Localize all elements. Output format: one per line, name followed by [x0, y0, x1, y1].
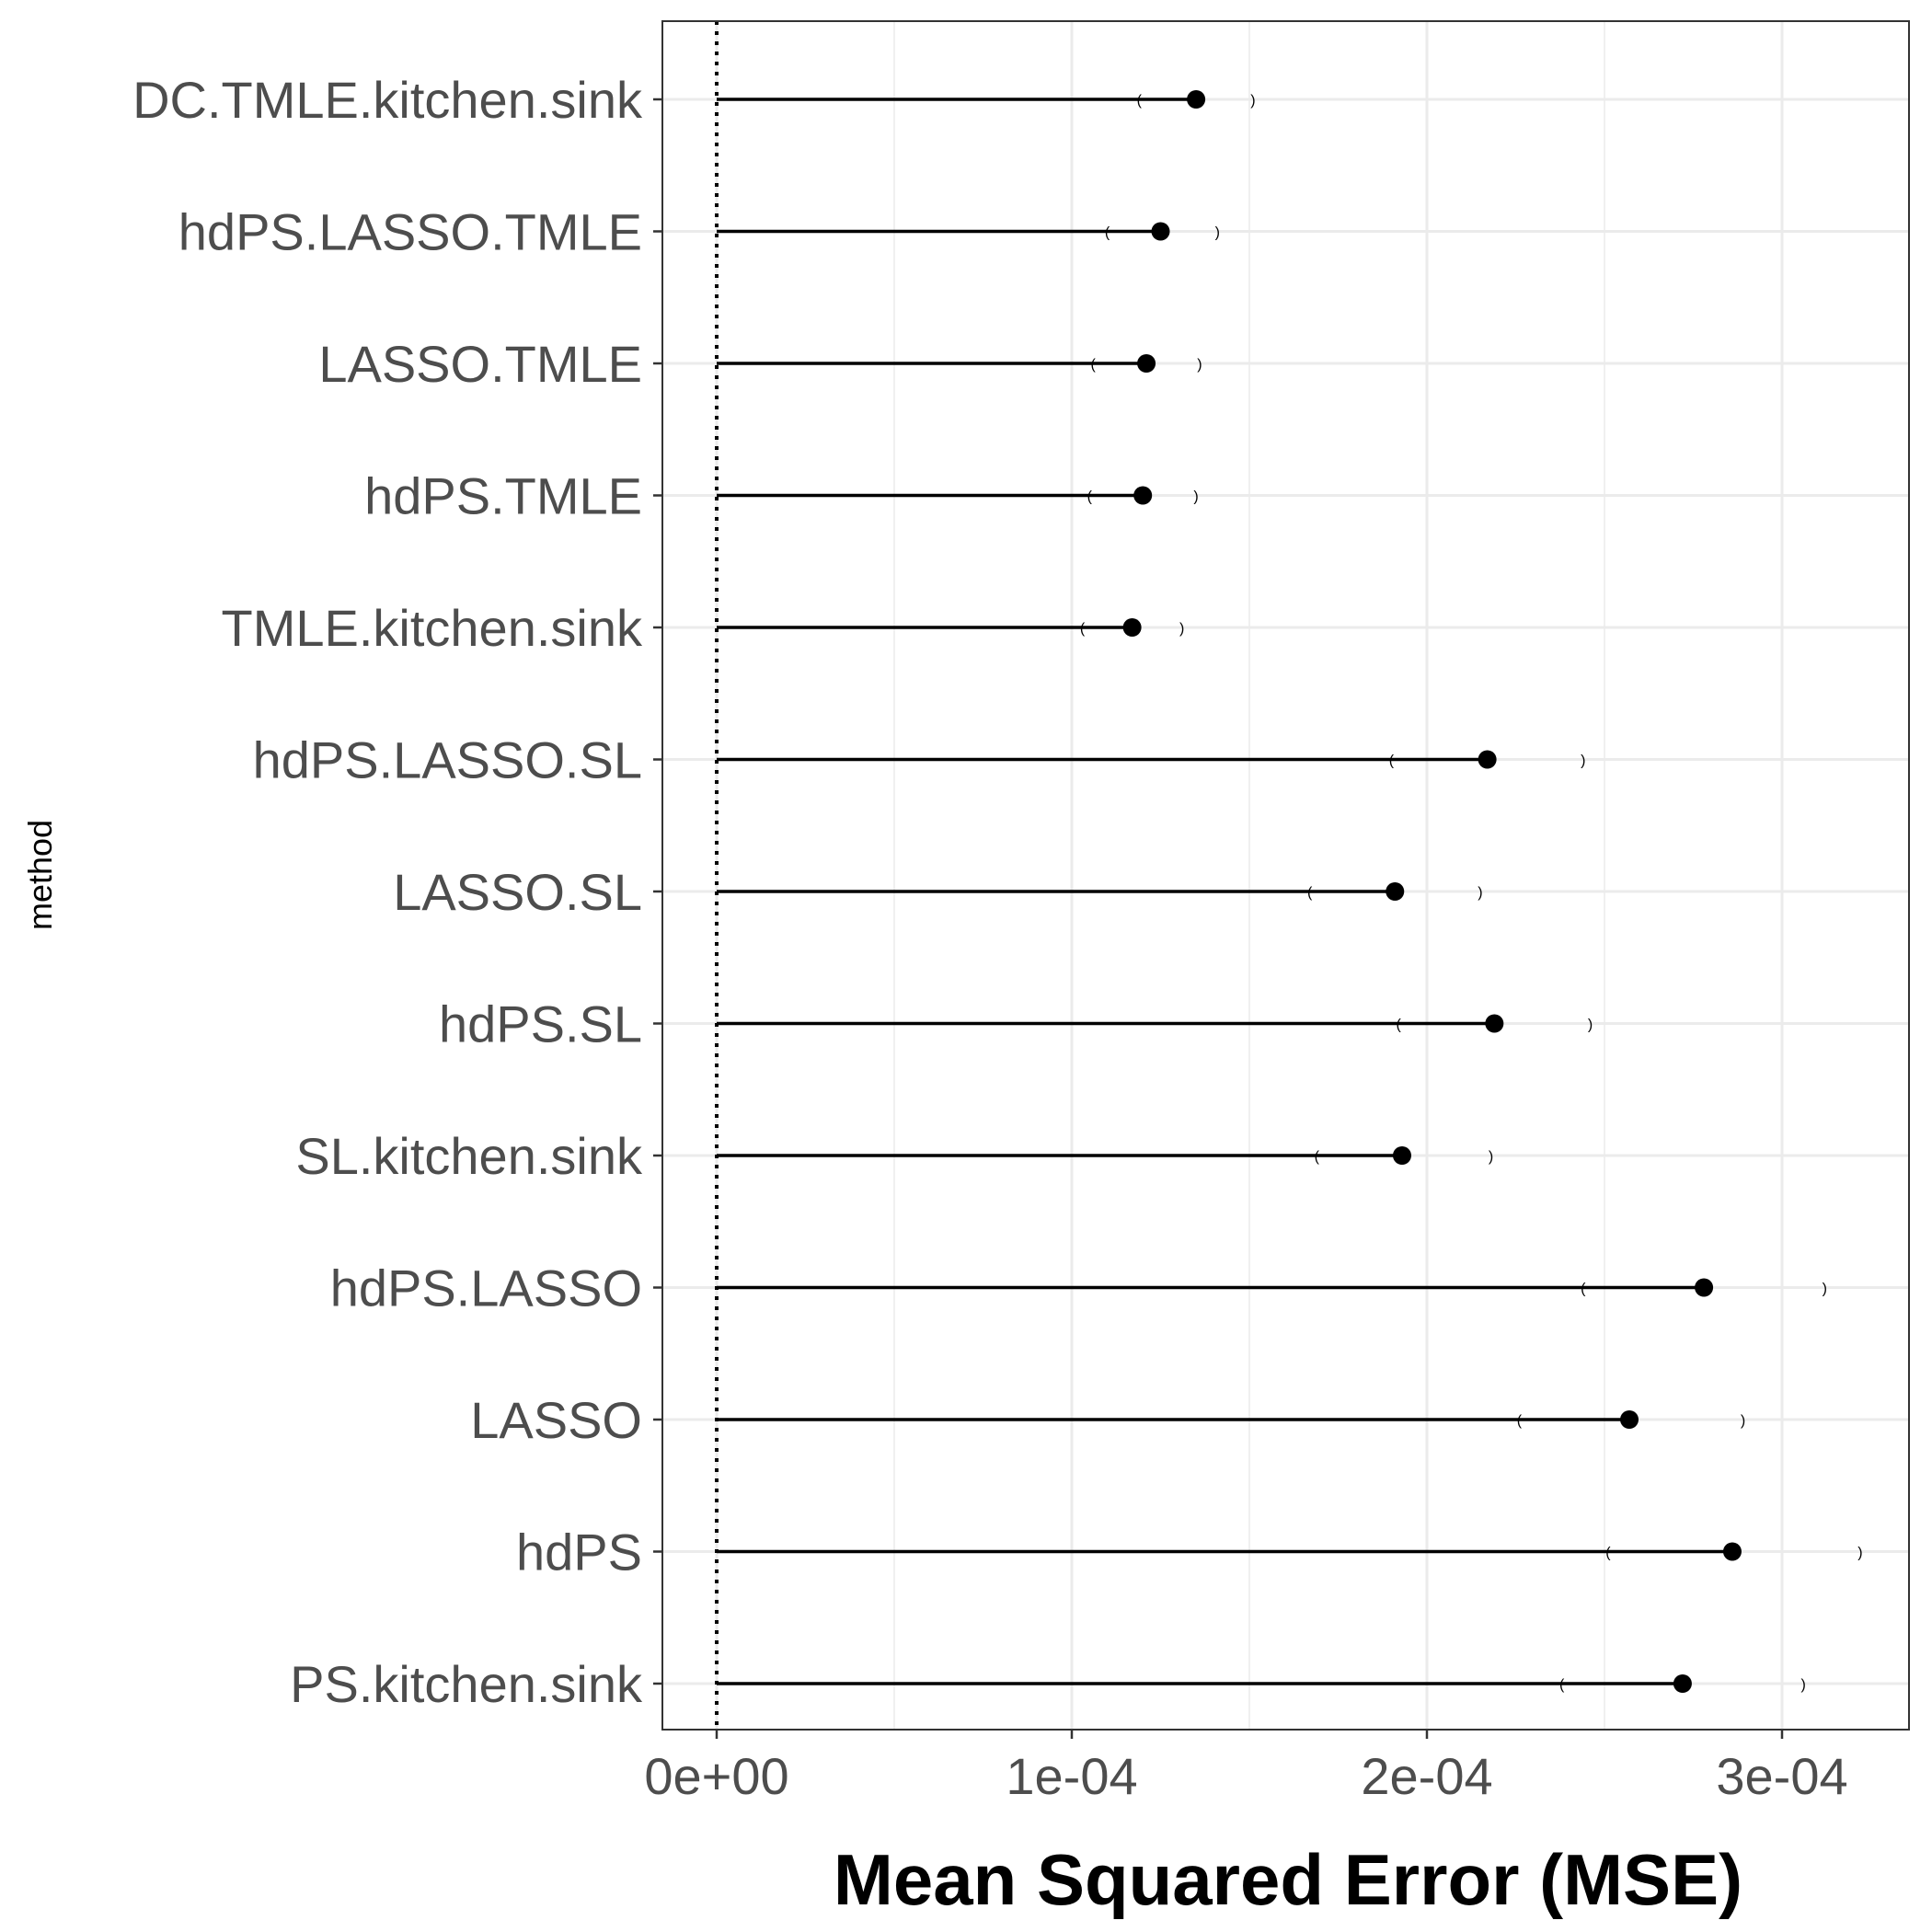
y-axis-tick-labels: DC.TMLE.kitchen.sink hdPS.LASSO.TMLE LASSO… — [132, 71, 643, 1713]
mse-points — [1122, 90, 1742, 1693]
ci-high-mark: ) — [1250, 93, 1255, 109]
mse-segments — [717, 98, 1732, 1685]
x-tick-label: 2e-04 — [1361, 1747, 1492, 1805]
ci-high-mark: ) — [1179, 621, 1184, 637]
ci-high-mark: ) — [1489, 1149, 1493, 1165]
ci-low-mark: ( — [1605, 1546, 1611, 1561]
mse-point — [1133, 486, 1153, 505]
ci-low-mark: ( — [1087, 489, 1093, 505]
y-tick-label: LASSO.TMLE — [318, 335, 642, 393]
ci-high-mark: ) — [1800, 1677, 1805, 1693]
y-axis-ticks — [653, 98, 662, 1685]
x-tick-label: 0e+00 — [644, 1747, 788, 1805]
x-axis-title: Mean Squared Error (MSE) — [834, 1839, 1742, 1920]
ci-low-mark: ( — [1517, 1413, 1523, 1429]
x-tick-label: 1e-04 — [1006, 1747, 1137, 1805]
mse-point — [1187, 90, 1206, 109]
y-tick-label: hdPS.LASSO — [330, 1259, 642, 1317]
y-tick-label: hdPS.SL — [439, 995, 642, 1053]
mse-point — [1122, 618, 1142, 637]
y-tick-label: hdPS — [516, 1524, 642, 1581]
ci-high-mark: ) — [1741, 1413, 1745, 1429]
ci-high-mark: ) — [1857, 1546, 1862, 1561]
mse-point — [1673, 1674, 1692, 1693]
ci-low-mark: ( — [1559, 1677, 1565, 1693]
mse-point — [1151, 222, 1170, 241]
ci-low-mark: ( — [1307, 885, 1313, 901]
ci-high-mark: ) — [1193, 489, 1198, 505]
y-tick-label: LASSO.SL — [393, 863, 642, 921]
ci-low-mark: ( — [1581, 1282, 1586, 1297]
mse-point — [1386, 882, 1405, 901]
y-tick-label: hdPS.LASSO.TMLE — [178, 203, 642, 261]
y-tick-label: hdPS.LASSO.SL — [253, 731, 642, 789]
mse-point — [1620, 1410, 1639, 1429]
y-tick-label: hdPS.TMLE — [364, 467, 642, 525]
mse-point — [1392, 1146, 1411, 1165]
mse-point — [1722, 1542, 1742, 1561]
y-tick-label: TMLE.kitchen.sink — [222, 599, 643, 657]
confidence-interval-marks: () () () () () () () () () () () () () — [1080, 93, 1863, 1693]
y-tick-label: LASSO — [470, 1391, 642, 1449]
ci-low-mark: ( — [1080, 621, 1086, 637]
y-axis-title: method — [21, 820, 59, 930]
ci-low-mark: ( — [1137, 93, 1143, 109]
y-tick-label: DC.TMLE.kitchen.sink — [132, 71, 643, 129]
y-tick-label: PS.kitchen.sink — [290, 1655, 643, 1713]
y-tick-label: SL.kitchen.sink — [295, 1127, 643, 1185]
mse-point — [1485, 1014, 1504, 1033]
ci-low-mark: ( — [1315, 1149, 1320, 1165]
ci-high-mark: ) — [1478, 885, 1482, 901]
ci-high-mark: ) — [1588, 1018, 1593, 1033]
ci-high-mark: ) — [1215, 225, 1220, 241]
minor-gridlines — [893, 21, 1605, 1730]
ci-low-mark: ( — [1396, 1018, 1401, 1033]
mse-point — [1478, 750, 1497, 769]
x-tick-label: 3e-04 — [1716, 1747, 1847, 1805]
mse-point — [1695, 1278, 1714, 1297]
ci-high-mark: ) — [1581, 753, 1585, 769]
ci-low-mark: ( — [1389, 753, 1395, 769]
ci-high-mark: ) — [1197, 357, 1202, 373]
x-axis-ticks — [715, 1730, 1784, 1739]
ci-high-mark: ) — [1823, 1282, 1827, 1297]
panel-border — [661, 20, 1910, 1731]
ci-low-mark: ( — [1105, 225, 1110, 241]
x-axis-tick-labels: 0e+00 1e-04 2e-04 3e-04 — [644, 1747, 1847, 1805]
mse-point — [1137, 354, 1156, 373]
ci-low-mark: ( — [1090, 357, 1096, 373]
